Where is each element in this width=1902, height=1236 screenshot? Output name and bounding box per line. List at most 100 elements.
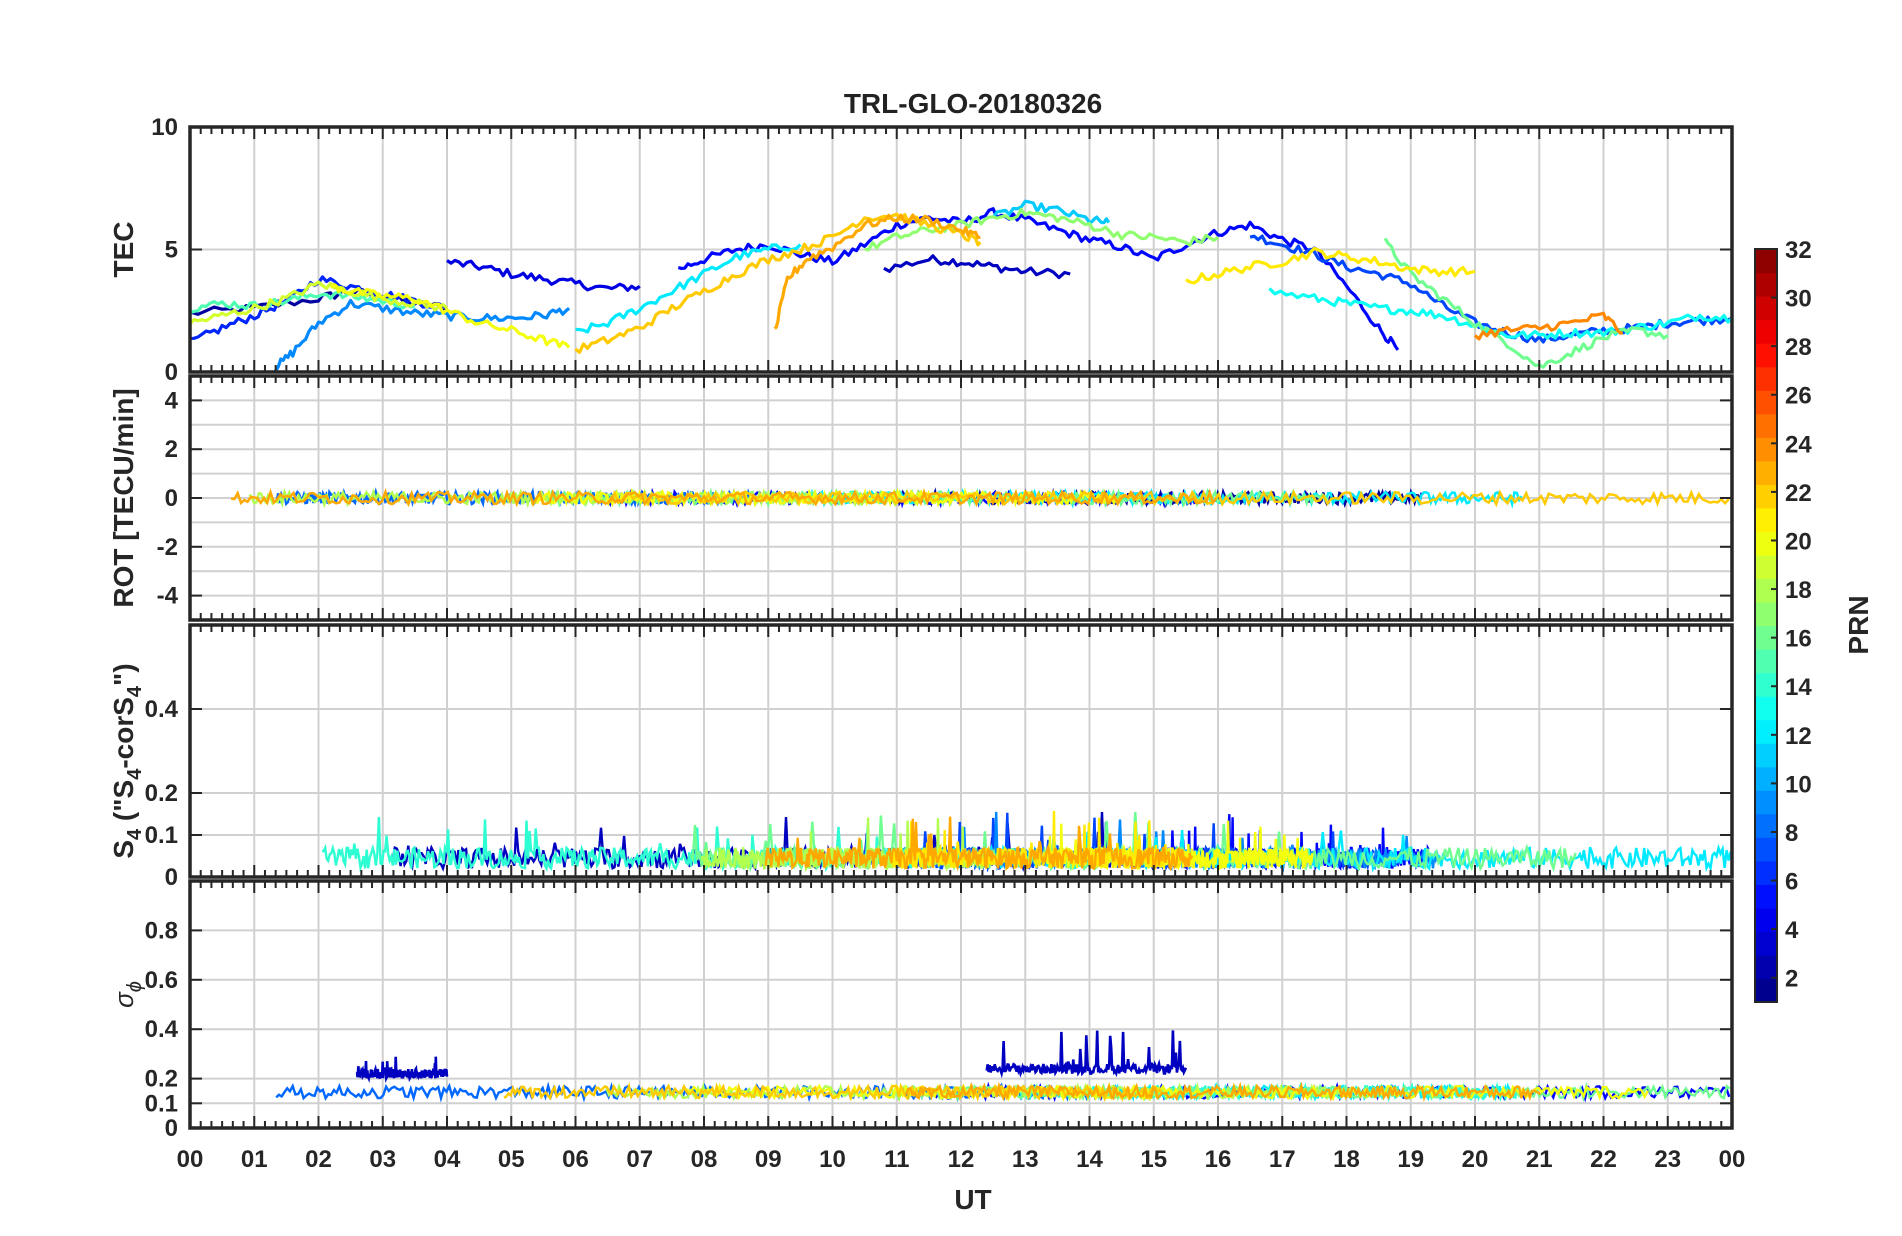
y-tick-label: 4: [165, 387, 179, 414]
colorbar-tick-label: 20: [1785, 528, 1812, 555]
x-tick-label: 16: [1205, 1146, 1232, 1173]
s4-trace: [701, 817, 986, 873]
colorbar-bin: [1755, 319, 1777, 344]
colorbar-bin: [1755, 554, 1777, 580]
colorbar-tick-label: 8: [1785, 820, 1798, 847]
tec-series-prn-22: [574, 212, 982, 354]
colorbar-bin: [1755, 672, 1777, 697]
y-axis-label-s4: S4 ("S4-corS4"): [108, 663, 146, 858]
tec-series-prn-11: [991, 199, 1111, 225]
colorbar-tick-label: 14: [1785, 674, 1812, 701]
x-tick-label: 23: [1654, 1146, 1681, 1173]
colorbar-bin: [1755, 696, 1777, 721]
colorbar-bin: [1755, 531, 1777, 556]
colorbar-tick-label: 16: [1785, 626, 1812, 653]
colorbar-bin: [1755, 413, 1777, 438]
s4-trace: [764, 816, 1194, 872]
colorbar-bin: [1755, 343, 1777, 368]
rot-trace: [230, 487, 1218, 508]
tec-series-prn-3: [883, 254, 1071, 280]
tec-series-prn-21: [1185, 246, 1476, 285]
x-tick-label: 15: [1140, 1146, 1167, 1173]
colorbar-bin: [1755, 978, 1777, 1003]
x-tick-label: 22: [1590, 1146, 1617, 1173]
colorbar-bin: [1755, 296, 1777, 321]
colorbar-bin: [1755, 484, 1777, 509]
y-tick-label: 10: [151, 114, 178, 141]
colorbar-tick-label: 24: [1785, 431, 1812, 458]
colorbar-bin: [1755, 813, 1777, 838]
ticks-rot: [189, 376, 1733, 620]
y-axis-label-sigma: σϕ: [109, 981, 146, 1008]
colorbar-bin: [1755, 507, 1777, 532]
grid-tec: [190, 127, 1732, 372]
colorbar-bin: [1755, 837, 1777, 862]
colorbar-bin: [1755, 649, 1777, 674]
tec-series-prn-12: [575, 243, 802, 334]
colorbar-bin: [1755, 860, 1777, 885]
x-tick-label: 03: [369, 1146, 396, 1173]
colorbar-bin: [1755, 366, 1777, 391]
colorbar-bin: [1755, 249, 1777, 274]
x-tick-label: 21: [1526, 1146, 1553, 1173]
data-rot: [230, 487, 1730, 509]
tec-series-prn-19: [190, 280, 449, 326]
colorbar-tick-label: 12: [1785, 723, 1812, 750]
x-tick-label: 20: [1462, 1146, 1489, 1173]
tec-series-prn-4: [446, 258, 641, 292]
colorbar-bin: [1755, 790, 1777, 815]
x-tick-label: 02: [305, 1146, 332, 1173]
tec-series-prn-20: [330, 282, 571, 349]
x-tick-label: 09: [755, 1146, 782, 1173]
x-tick-label: 13: [1012, 1146, 1039, 1173]
colorbar-bin: [1755, 578, 1777, 603]
colorbar-bin: [1755, 719, 1777, 744]
colorbar-bin: [1755, 766, 1777, 791]
colorbar-label: PRN: [1843, 595, 1874, 654]
sigma-trace: [904, 1081, 1542, 1102]
y-tick-label: 0.2: [145, 1066, 178, 1093]
y-axis-label-tec: TEC: [108, 222, 139, 278]
x-tick-label: 04: [434, 1146, 461, 1173]
colorbar-bin: [1755, 272, 1777, 297]
panel-tec: 0 5 10 TEC: [108, 114, 1734, 386]
colorbar-bin: [1755, 931, 1777, 956]
x-tick-label: 12: [948, 1146, 975, 1173]
tec-series-prn-9: [272, 298, 571, 372]
sigma-elevated-segment: [985, 1030, 1188, 1079]
tec-series-prn-23: [773, 213, 981, 330]
y-tick-label: -4: [157, 583, 179, 610]
colorbar-tick-label: 22: [1785, 480, 1812, 507]
rot-trace: [609, 488, 1730, 508]
y-tick-label: 0.4: [145, 1016, 179, 1043]
ticks-tec: [189, 126, 1733, 373]
colorbar-bin: [1755, 907, 1777, 933]
colorbar-tick-label: 26: [1785, 383, 1812, 410]
x-tick-label: 08: [691, 1146, 718, 1173]
x-tick-label: 05: [498, 1146, 525, 1173]
y-tick-label: 0: [165, 1115, 178, 1142]
colorbar-bin: [1755, 884, 1777, 909]
y-tick-label: 0: [165, 864, 178, 891]
x-tick-label: 18: [1333, 1146, 1360, 1173]
x-tick-label: 10: [819, 1146, 846, 1173]
y-tick-label: 0.4: [145, 696, 179, 723]
colorbar-tick-label: 4: [1785, 917, 1799, 944]
y-tick-label: 0.1: [145, 1090, 178, 1117]
x-tick-label: 00: [177, 1146, 204, 1173]
colorbar-tick-label: 6: [1785, 869, 1798, 896]
ticks-s4: [189, 625, 1733, 878]
tec-series-prn-16: [1383, 237, 1669, 369]
colorbar-bin: [1755, 460, 1777, 485]
colorbar-bin: [1755, 954, 1777, 980]
colorbar-tick-label: 2: [1785, 966, 1798, 993]
x-tick-label: 00: [1719, 1146, 1746, 1173]
y-tick-label: 5: [165, 237, 178, 264]
y-tick-label: 0.1: [145, 822, 178, 849]
y-tick-label: 0.6: [145, 967, 178, 994]
ticks-sigma: [189, 881, 1733, 1129]
sigma-elevated-segment: [355, 1056, 449, 1084]
